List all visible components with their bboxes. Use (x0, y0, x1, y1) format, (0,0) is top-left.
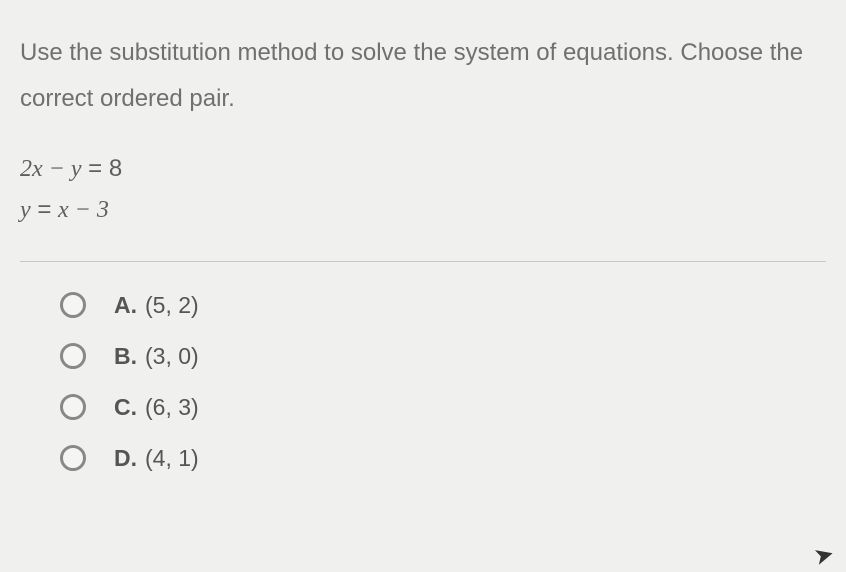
eq2-lhs: y (20, 197, 31, 223)
radio-icon[interactable] (60, 445, 86, 471)
choice-value: (6, 3) (145, 394, 199, 421)
choice-value: (5, 2) (145, 292, 199, 319)
eq1-lhs: 2x − y (20, 156, 82, 182)
choice-letter: C. (114, 394, 137, 421)
equation-2: y = x − 3 (20, 190, 826, 231)
eq1-rhs: 8 (109, 155, 122, 182)
section-divider (20, 261, 826, 262)
choice-a[interactable]: A. (5, 2) (60, 292, 826, 319)
choice-value: (3, 0) (145, 343, 199, 370)
question-line-1: Use the substitution method to solve the… (20, 30, 826, 76)
eq2-rhs: x − 3 (58, 197, 109, 223)
answer-choices: A. (5, 2) B. (3, 0) C. (6, 3) D. (4, 1) (20, 292, 826, 472)
cursor-icon: ➤ (810, 539, 837, 572)
radio-icon[interactable] (60, 343, 86, 369)
choice-value: (4, 1) (145, 445, 199, 472)
choice-d[interactable]: D. (4, 1) (60, 445, 826, 472)
question-prompt: Use the substitution method to solve the… (20, 30, 826, 121)
radio-icon[interactable] (60, 394, 86, 420)
choice-letter: B. (114, 343, 137, 370)
equation-1: 2x − y = 8 (20, 149, 826, 190)
radio-icon[interactable] (60, 292, 86, 318)
equation-block: 2x − y = 8 y = x − 3 (20, 149, 826, 231)
question-line-2: correct ordered pair. (20, 76, 826, 122)
choice-c[interactable]: C. (6, 3) (60, 394, 826, 421)
choice-letter: A. (114, 292, 137, 319)
choice-b[interactable]: B. (3, 0) (60, 343, 826, 370)
choice-letter: D. (114, 445, 137, 472)
